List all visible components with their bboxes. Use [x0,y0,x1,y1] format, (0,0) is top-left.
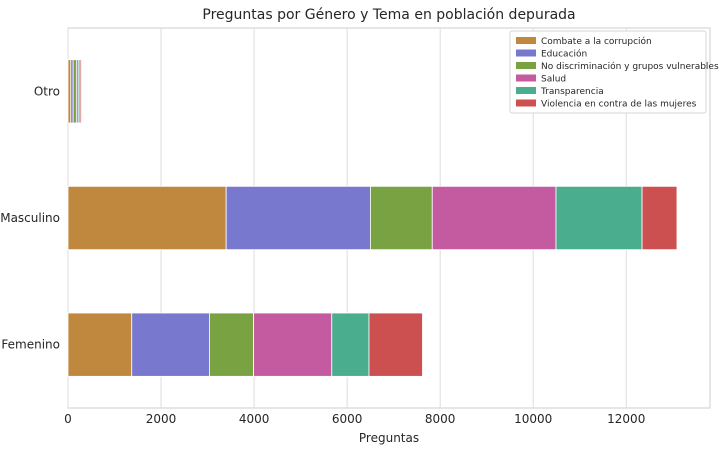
legend-label: Salud [541,75,566,85]
legend-label: No discriminación y grupos vulnerables [541,61,719,72]
bar-segment [131,312,210,377]
legend-swatch [516,62,536,69]
x-axis-label: Preguntas [359,431,419,445]
legend-label: Combate a la corrupción [541,36,652,47]
chart-title: Preguntas por Género y Tema en población… [202,7,575,23]
bar-segment [368,312,423,377]
legend-box [509,30,707,114]
legend-label: Violencia en contra de las mujeres [541,100,697,110]
x-tick-label: 8000 [425,412,456,426]
bar-segment [641,185,678,251]
bars [67,59,678,377]
x-tick-label: 10000 [514,412,552,426]
legend-swatch [516,74,536,82]
legend-label: Transparencia [540,87,604,97]
category-label: Otro [34,84,60,98]
x-tick-label: 6000 [332,412,363,426]
legend-swatch [516,99,536,107]
x-tick-label: 0 [64,412,72,426]
x-tick-label: 12000 [607,412,645,426]
legend-swatch [516,37,536,44]
bar-segment [431,185,557,251]
bar-segment [209,312,255,377]
category-labels: Femenino Masculino Otro [0,84,60,351]
bar-segment [67,312,133,377]
x-tick-labels: 0 2000 4000 6000 8000 10000 12000 [64,412,645,426]
bar-segment [79,59,82,124]
legend-swatch [516,87,536,94]
category-label: Masculino [0,211,60,225]
x-tick-label: 2000 [146,412,177,426]
bar-segment [369,185,433,251]
bar-segment [225,185,371,251]
legend-swatch [516,49,536,57]
legend-label: Educación [541,49,587,60]
bar-segment [555,185,643,251]
bar-segment [72,59,77,124]
category-label: Femenino [1,338,60,352]
bar-segment [67,59,72,124]
x-tick-label: 4000 [239,412,270,426]
bar-segment [331,312,370,377]
bar-segment [67,185,227,251]
bar-segment [253,312,333,377]
